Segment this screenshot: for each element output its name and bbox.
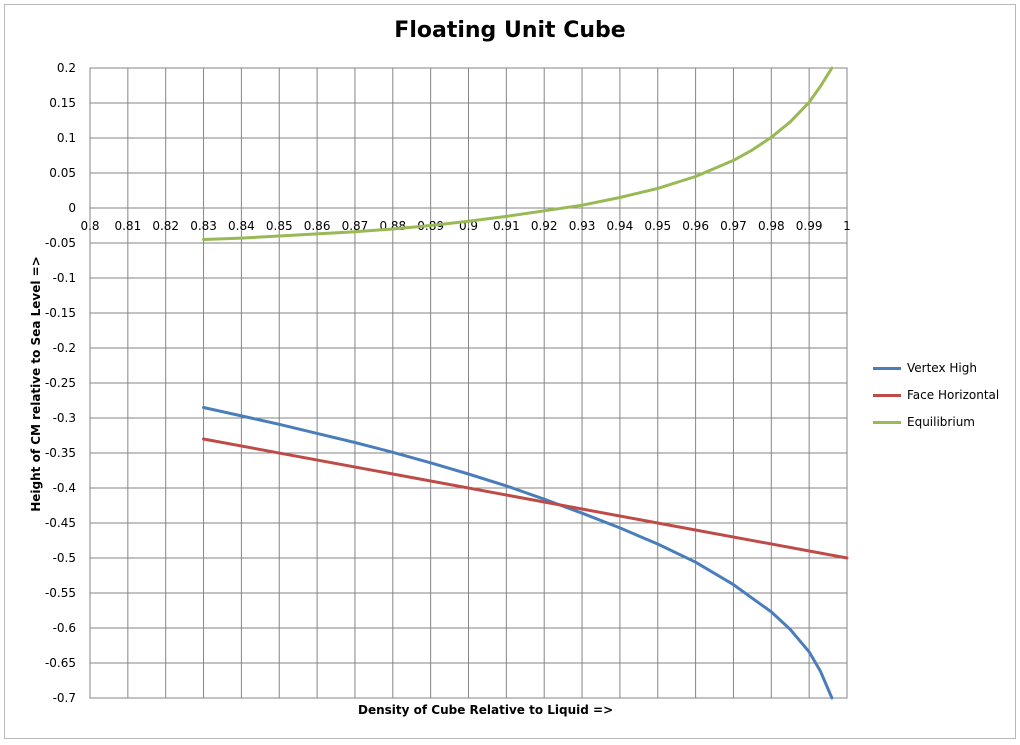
y-tick-label: 0.1 [57, 131, 76, 145]
x-tick-label: 0.97 [720, 219, 747, 233]
y-tick-label: -0.55 [45, 586, 76, 600]
x-tick-label: 0.96 [682, 219, 709, 233]
x-tick-label: 0.82 [152, 219, 179, 233]
x-tick-label: 0.86 [304, 219, 331, 233]
y-tick-label: -0.05 [45, 236, 76, 250]
legend-label-vertex-high: Vertex High [907, 361, 977, 375]
x-tick-label: 0.81 [114, 219, 141, 233]
x-tick-label: 0.8 [80, 219, 99, 233]
x-tick-label: 0.91 [493, 219, 520, 233]
x-tick-label: 0.98 [758, 219, 785, 233]
x-tick-label: 0.99 [796, 219, 823, 233]
legend-swatch-face-horizontal [873, 393, 901, 397]
legend-item-vertex-high: Vertex High [873, 361, 977, 375]
x-tick-label: 0.83 [190, 219, 217, 233]
y-tick-label: -0.1 [53, 271, 76, 285]
x-tick-label: 0.85 [266, 219, 293, 233]
x-tick-label: 0.87 [342, 219, 369, 233]
y-tick-label: 0.05 [49, 166, 76, 180]
x-tick-label: 1 [843, 219, 851, 233]
y-tick-label: -0.65 [45, 656, 76, 670]
series-line-equilibrium [202, 66, 834, 241]
y-tick-label: 0 [68, 201, 76, 215]
y-tick-label: -0.2 [53, 341, 76, 355]
legend-label-face-horizontal: Face Horizontal [907, 388, 1000, 402]
x-tick-label: 0.84 [228, 219, 255, 233]
y-tick-label: -0.6 [53, 621, 76, 635]
y-tick-label: -0.4 [53, 481, 76, 495]
legend-item-equilibrium: Equilibrium [873, 415, 975, 429]
y-tick-label: -0.25 [45, 376, 76, 390]
y-tick-label: 0.2 [57, 61, 76, 75]
x-tick-label: 0.95 [644, 219, 671, 233]
y-tick-label: -0.15 [45, 306, 76, 320]
legend-swatch-equilibrium [873, 420, 901, 424]
x-tick-label: 0.94 [607, 219, 634, 233]
y-tick-label: -0.5 [53, 551, 76, 565]
chart-title: Floating Unit Cube [394, 18, 626, 43]
legend-swatch-vertex-high [873, 366, 901, 370]
series-line-face-horizontal [202, 437, 849, 560]
legend-item-face-horizontal: Face Horizontal [873, 388, 999, 402]
y-axis-label: Height of CM relative to Sea Level => [29, 256, 43, 512]
x-tick-label: 0.93 [569, 219, 596, 233]
legend-label-equilibrium: Equilibrium [907, 415, 975, 429]
y-tick-label: -0.7 [53, 691, 76, 705]
x-tick-label: 0.92 [531, 219, 558, 233]
y-tick-label: -0.45 [45, 516, 76, 530]
y-tick-label: -0.3 [53, 411, 76, 425]
y-tick-label: 0.15 [49, 96, 76, 110]
y-tick-label: -0.35 [45, 446, 76, 460]
x-axis-label: Density of Cube Relative to Liquid => [358, 703, 614, 717]
